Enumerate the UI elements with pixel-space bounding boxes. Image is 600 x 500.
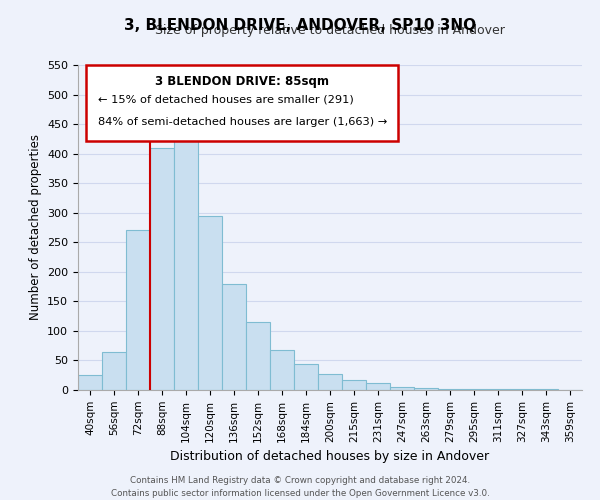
Bar bbox=[390, 387, 414, 390]
Bar bbox=[414, 388, 438, 390]
Bar bbox=[294, 364, 318, 390]
Bar bbox=[222, 284, 246, 390]
Bar bbox=[174, 121, 198, 390]
Bar bbox=[342, 380, 366, 390]
Bar bbox=[270, 350, 294, 390]
Bar bbox=[150, 148, 174, 390]
Y-axis label: Number of detached properties: Number of detached properties bbox=[29, 134, 41, 320]
Title: Size of property relative to detached houses in Andover: Size of property relative to detached ho… bbox=[155, 24, 505, 38]
Bar bbox=[366, 383, 390, 390]
Text: ← 15% of detached houses are smaller (291): ← 15% of detached houses are smaller (29… bbox=[98, 94, 354, 104]
Bar bbox=[246, 322, 270, 390]
FancyBboxPatch shape bbox=[86, 65, 398, 142]
Bar bbox=[198, 216, 222, 390]
Text: 84% of semi-detached houses are larger (1,663) →: 84% of semi-detached houses are larger (… bbox=[98, 117, 388, 127]
X-axis label: Distribution of detached houses by size in Andover: Distribution of detached houses by size … bbox=[170, 450, 490, 463]
Text: 3 BLENDON DRIVE: 85sqm: 3 BLENDON DRIVE: 85sqm bbox=[155, 74, 329, 88]
Bar bbox=[318, 374, 342, 390]
Text: 3, BLENDON DRIVE, ANDOVER, SP10 3NQ: 3, BLENDON DRIVE, ANDOVER, SP10 3NQ bbox=[124, 18, 476, 32]
Bar bbox=[438, 389, 462, 390]
Bar bbox=[102, 352, 126, 390]
Bar bbox=[78, 375, 102, 390]
Bar bbox=[126, 230, 150, 390]
Text: Contains HM Land Registry data © Crown copyright and database right 2024.
Contai: Contains HM Land Registry data © Crown c… bbox=[110, 476, 490, 498]
